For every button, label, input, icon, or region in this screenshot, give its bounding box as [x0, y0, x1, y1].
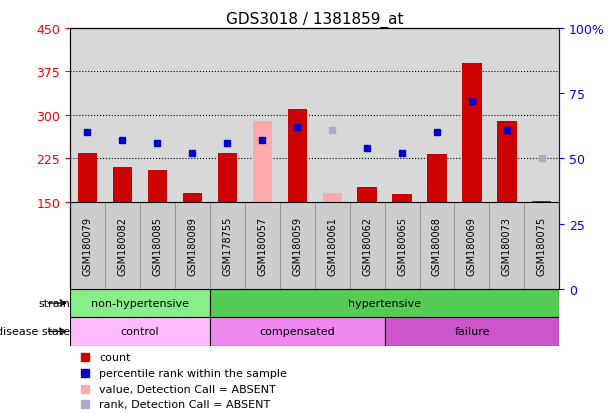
- Bar: [497, 121, 517, 202]
- Bar: [175, 202, 210, 289]
- Text: GSM180068: GSM180068: [432, 216, 442, 275]
- Bar: [489, 202, 525, 289]
- Bar: [218, 153, 237, 202]
- Bar: [182, 194, 202, 202]
- Bar: [210, 202, 244, 289]
- Text: GSM180065: GSM180065: [397, 216, 407, 275]
- Bar: [78, 153, 97, 202]
- Text: GSM180069: GSM180069: [467, 216, 477, 275]
- Text: GSM180082: GSM180082: [117, 216, 127, 275]
- Text: count: count: [99, 352, 131, 362]
- Text: value, Detection Call = ABSENT: value, Detection Call = ABSENT: [99, 384, 276, 394]
- Text: failure: failure: [454, 327, 489, 337]
- Bar: [112, 168, 132, 202]
- Text: strain: strain: [38, 298, 70, 308]
- Bar: [70, 202, 105, 289]
- Text: percentile rank within the sample: percentile rank within the sample: [99, 368, 287, 378]
- Bar: [420, 202, 454, 289]
- Bar: [392, 195, 412, 202]
- Bar: [427, 155, 447, 202]
- Bar: [252, 121, 272, 202]
- Bar: [315, 202, 350, 289]
- Bar: [385, 318, 559, 346]
- Text: disease state: disease state: [0, 327, 70, 337]
- Text: GSM180085: GSM180085: [153, 216, 162, 275]
- Text: hypertensive: hypertensive: [348, 298, 421, 308]
- Bar: [350, 202, 384, 289]
- Bar: [140, 202, 175, 289]
- Text: non-hypertensive: non-hypertensive: [91, 298, 189, 308]
- Bar: [148, 171, 167, 202]
- Text: GSM180079: GSM180079: [83, 216, 92, 275]
- Text: compensated: compensated: [259, 327, 335, 337]
- Bar: [210, 318, 384, 346]
- Bar: [210, 289, 559, 318]
- Text: GSM180073: GSM180073: [502, 216, 512, 275]
- Text: GSM180059: GSM180059: [292, 216, 302, 275]
- Bar: [70, 289, 210, 318]
- Bar: [288, 110, 307, 202]
- Bar: [385, 202, 420, 289]
- Bar: [532, 201, 551, 202]
- Text: control: control: [120, 327, 159, 337]
- Text: rank, Detection Call = ABSENT: rank, Detection Call = ABSENT: [99, 399, 271, 409]
- Bar: [105, 202, 140, 289]
- Title: GDS3018 / 1381859_at: GDS3018 / 1381859_at: [226, 12, 403, 28]
- Bar: [70, 318, 210, 346]
- Text: GSM180061: GSM180061: [327, 216, 337, 275]
- Bar: [524, 202, 559, 289]
- Bar: [322, 194, 342, 202]
- Bar: [358, 188, 377, 202]
- Bar: [454, 202, 489, 289]
- Text: GSM180089: GSM180089: [187, 216, 197, 275]
- Bar: [462, 64, 482, 202]
- Bar: [280, 202, 315, 289]
- Text: GSM180057: GSM180057: [257, 216, 267, 275]
- Text: GSM180062: GSM180062: [362, 216, 372, 275]
- Bar: [244, 202, 280, 289]
- Text: GSM178755: GSM178755: [223, 216, 232, 275]
- Text: GSM180075: GSM180075: [537, 216, 547, 275]
